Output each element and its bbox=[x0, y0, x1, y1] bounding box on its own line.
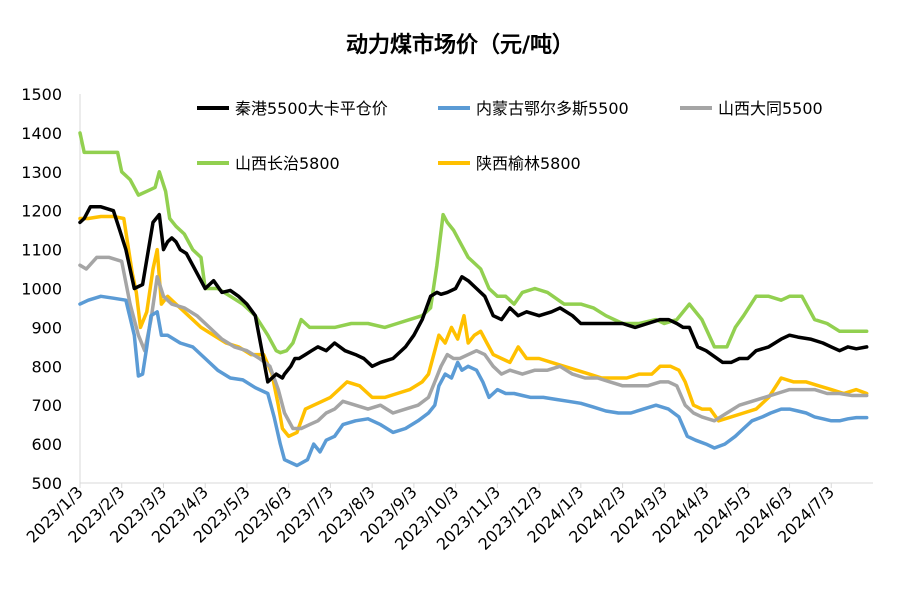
y-tick-label: 1500 bbox=[21, 85, 62, 104]
y-tick-label: 700 bbox=[31, 396, 62, 415]
y-tick-label: 1400 bbox=[21, 124, 62, 143]
y-tick-label: 1200 bbox=[21, 202, 62, 221]
y-axis: 500 600 700 800 900 1000 1100 1200 1300 1400 1500 bbox=[21, 85, 81, 493]
y-tick-label: 1100 bbox=[21, 241, 62, 260]
y-tick-label: 1300 bbox=[21, 163, 62, 182]
legend-label-0: 秦港5500大卡平仓价 bbox=[235, 99, 388, 118]
series-layer bbox=[78, 131, 869, 468]
y-tick-label: 1000 bbox=[21, 280, 62, 299]
y-tick-label: 600 bbox=[31, 435, 62, 454]
series-line-4 bbox=[78, 214, 869, 439]
series-line-2 bbox=[78, 255, 869, 431]
y-tick-label: 800 bbox=[31, 357, 62, 376]
series-line-3 bbox=[78, 131, 869, 355]
legend-label-2: 山西大同5500 bbox=[718, 99, 823, 118]
legend: 秦港5500大卡平仓价 内蒙古鄂尔多斯5500 山西大同5500 山西长治5800 陕西… bbox=[197, 99, 823, 173]
series-line-1 bbox=[78, 294, 869, 468]
legend-label-1: 内蒙古鄂尔多斯5500 bbox=[476, 99, 629, 118]
y-tick-label: 500 bbox=[31, 474, 62, 493]
series-line-0 bbox=[78, 205, 869, 384]
chart-title: 动力煤市场价（元/吨） bbox=[346, 32, 574, 58]
y-tick-label: 900 bbox=[31, 318, 62, 337]
legend-label-3: 山西长治5800 bbox=[235, 154, 340, 173]
legend-label-4: 陕西榆林5800 bbox=[476, 154, 581, 173]
x-axis: 2023/1/32023/2/32023/3/32023/4/32023/5/3… bbox=[23, 482, 873, 554]
